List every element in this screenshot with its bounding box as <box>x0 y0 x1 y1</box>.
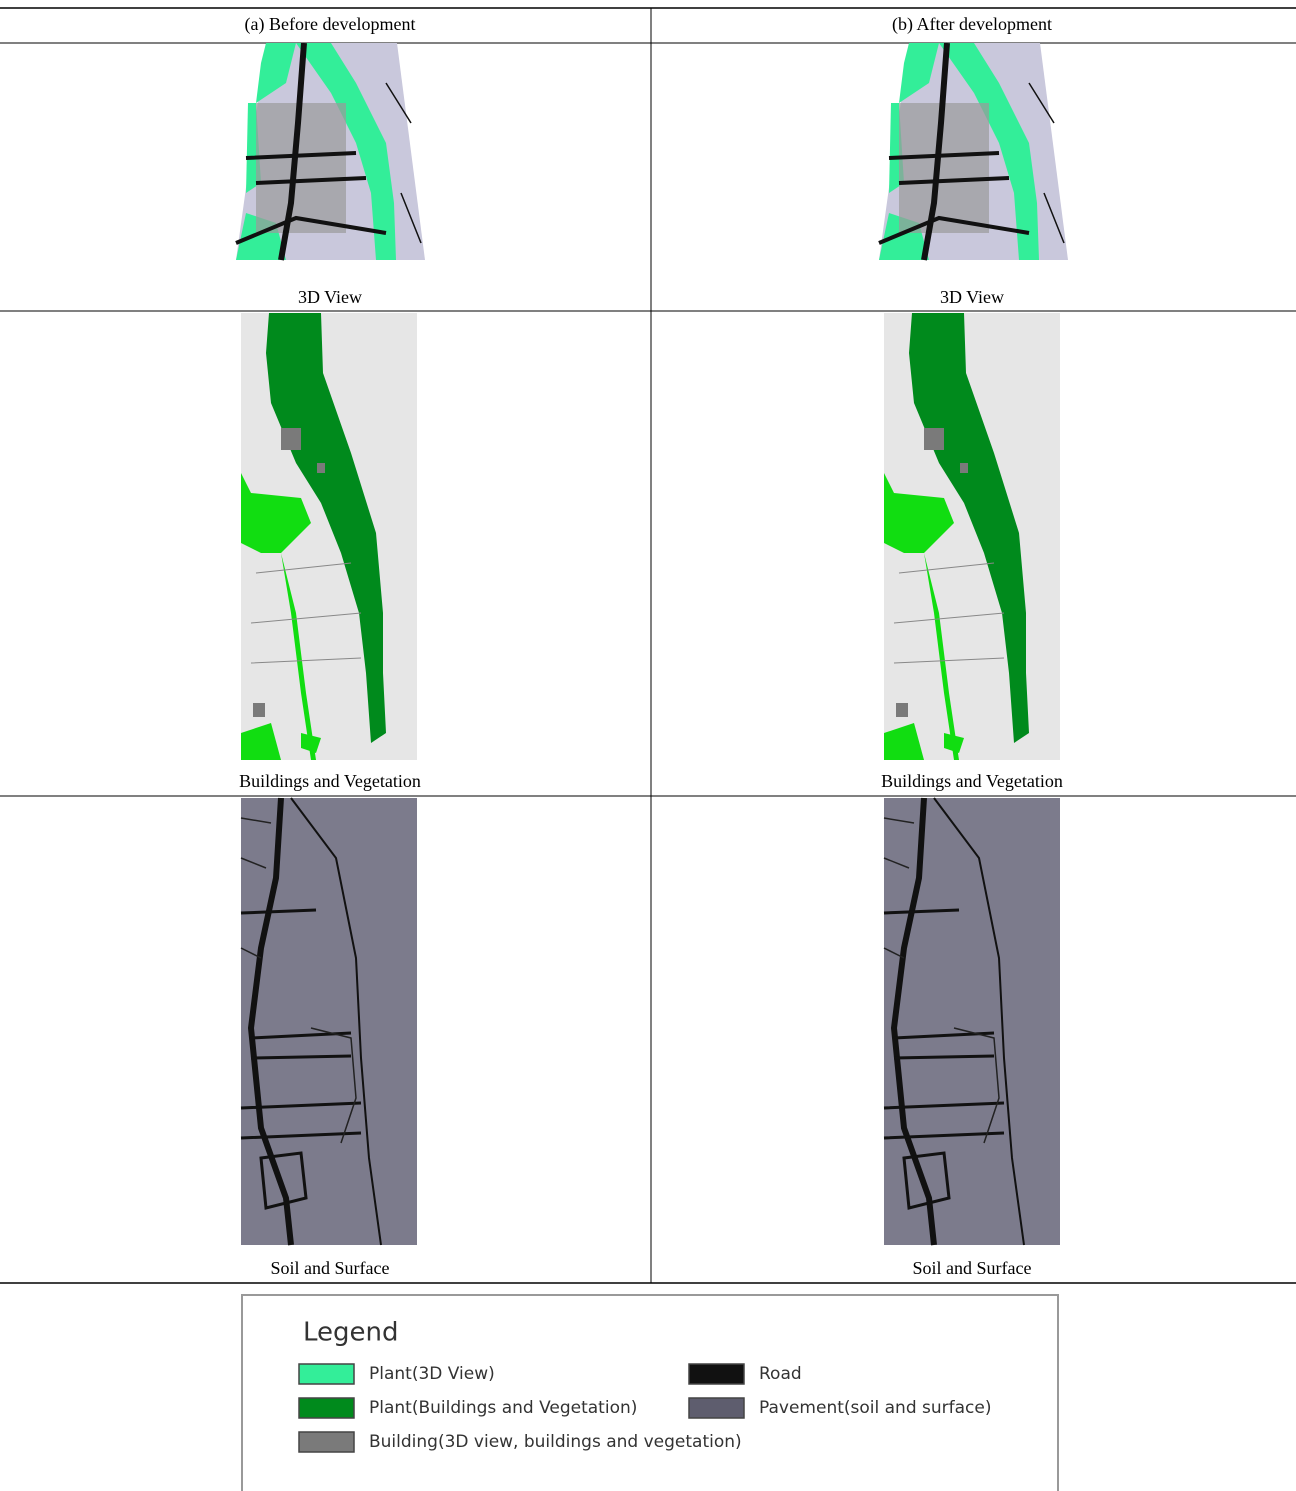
legend-swatch <box>299 1364 354 1384</box>
legend-swatch <box>299 1398 354 1418</box>
page: (a) Before development (b) After develop… <box>0 0 1296 1491</box>
map-surface-after <box>884 798 1060 1245</box>
map-3d-after <box>879 43 1068 260</box>
legend-label: Plant(Buildings and Vegetation) <box>369 1398 637 1418</box>
cell-caption: Buildings and Vegetation <box>239 771 421 791</box>
map-surface-before <box>241 798 417 1245</box>
cell-caption: Soil and Surface <box>913 1258 1032 1278</box>
legend-label: Pavement(soil and surface) <box>759 1398 991 1418</box>
cell-caption: Buildings and Vegetation <box>881 771 1063 791</box>
cell-caption: Soil and Surface <box>271 1258 390 1278</box>
legend-swatch <box>689 1398 744 1418</box>
cell-caption: 3D View <box>940 287 1004 307</box>
map-vegetation-before <box>241 313 417 760</box>
legend-swatch <box>299 1432 354 1452</box>
figure: (a) Before development (b) After develop… <box>0 0 1296 1491</box>
column-header: (b) After development <box>892 14 1052 35</box>
map-vegetation-after <box>884 313 1060 760</box>
legend-label: Plant(3D View) <box>369 1364 495 1384</box>
legend-swatch <box>689 1364 744 1384</box>
cell-caption: 3D View <box>298 287 362 307</box>
legend-label: Road <box>759 1364 802 1384</box>
legend-title: Legend <box>303 1318 399 1348</box>
column-header: (a) Before development <box>245 14 416 35</box>
legend-label: Building(3D view, buildings and vegetati… <box>369 1432 742 1452</box>
map-3d-before <box>236 43 425 260</box>
